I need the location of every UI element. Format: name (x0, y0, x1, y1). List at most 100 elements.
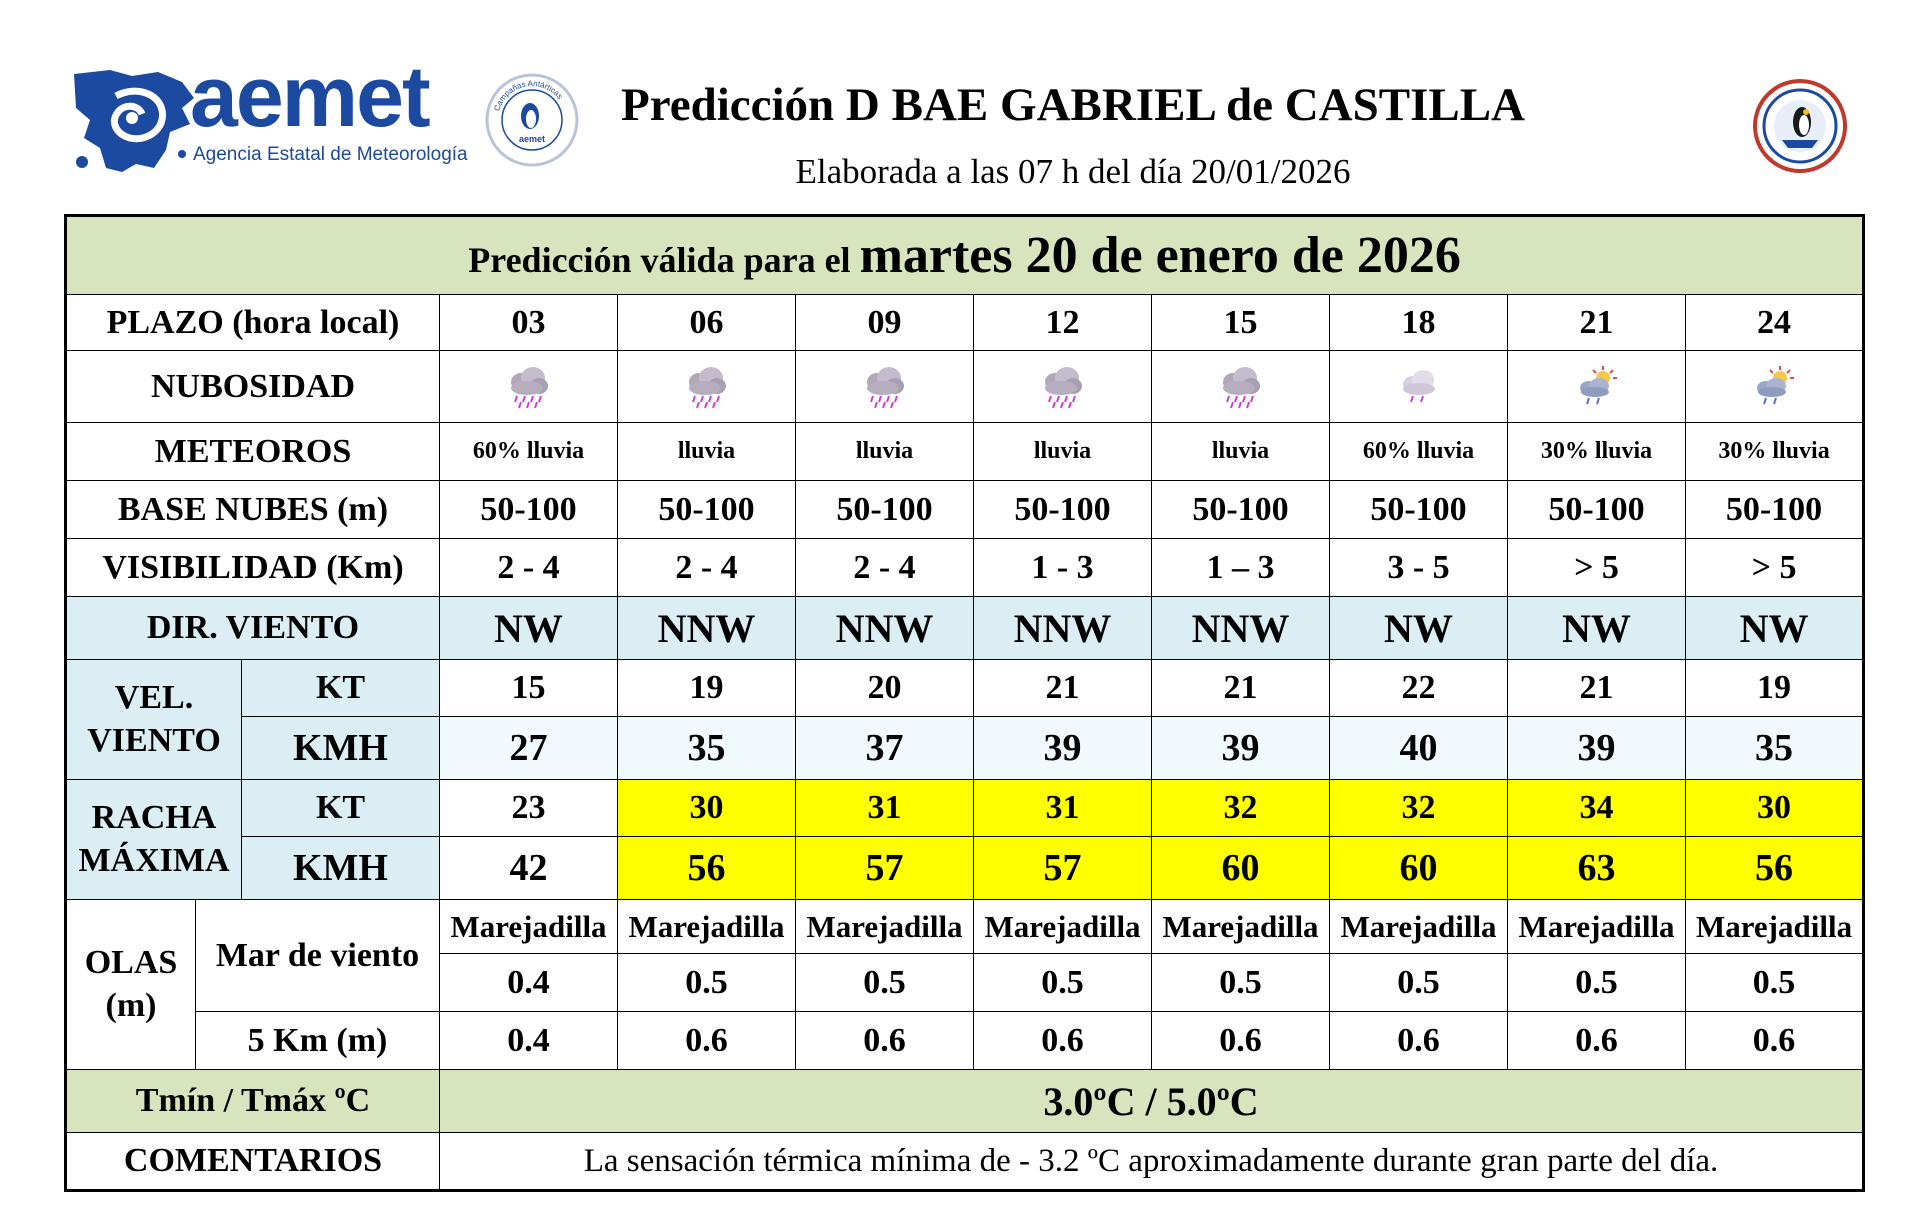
vel-kt-cell: 21 (1151, 659, 1330, 717)
vel-kmh-cell: 39 (1507, 716, 1686, 780)
hour-cell: 03 (439, 294, 618, 351)
dir-viento-cell: NNW (1151, 596, 1330, 660)
olas-tipo-cell: Marejadilla (1329, 899, 1508, 954)
racha-kt-cell: 34 (1507, 779, 1686, 837)
meteoros-label: METEOROS (65, 422, 440, 481)
visibilidad-cell: 2 - 4 (795, 538, 974, 597)
vel-viento-label-line1: VEL. (114, 679, 194, 716)
sun-cloud-rain-icon (1579, 365, 1617, 404)
vel-viento-label-line2: VIENTO (87, 721, 221, 759)
dir-viento-cell: NNW (795, 596, 974, 660)
olas-5km-cell: 0.6 (1151, 1011, 1330, 1070)
racha-label-line1: RACHA (91, 799, 217, 836)
dir-viento-row: DIR. VIENTO NW NNW NNW NNW NNW NW NW NW (65, 596, 1865, 660)
racha-kt-cell: 30 (1684, 779, 1865, 837)
meteoros-cell: lluvia (973, 422, 1152, 481)
olas-tipo-cell: Marejadilla (795, 899, 974, 954)
olas-tipo-cell: Marejadilla (973, 899, 1152, 954)
vel-kmh-cell: 35 (1684, 716, 1865, 780)
forecast-table: Predicción válida para el martes 20 de e… (64, 214, 1866, 1192)
rain-cloud-icon (866, 366, 904, 408)
olas-5km-cell: 0.6 (1684, 1011, 1865, 1070)
racha-kt-cell: 31 (795, 779, 974, 837)
olas-label: OLAS (m) (65, 899, 196, 1070)
olas-5km-cell: 0.6 (617, 1011, 796, 1070)
racha-kmh-cell: 60 (1151, 836, 1330, 900)
vel-kt-cell: 19 (1684, 659, 1865, 717)
racha-kt-cell: 23 (439, 779, 618, 837)
base-nubes-cell: 50-100 (1684, 480, 1865, 539)
temperatura-value: 3.0ºC / 5.0ºC (438, 1069, 1865, 1133)
vel-kt-cell: 21 (973, 659, 1152, 717)
hour-cell: 12 (973, 294, 1152, 351)
vel-kt-unit: KT (241, 659, 440, 717)
visibilidad-row: VISIBILIDAD (Km) 2 - 4 2 - 4 2 - 4 1 - 3… (65, 538, 1865, 597)
validity-date: martes 20 de enero de 2026 (859, 227, 1461, 284)
base-nubes-cell: 50-100 (973, 480, 1152, 539)
validity-prefix: Predicción válida para el (468, 240, 860, 280)
vel-kt-cell: 21 (1507, 659, 1686, 717)
visibilidad-cell: 2 - 4 (439, 538, 618, 597)
racha-kt-cell: 30 (617, 779, 796, 837)
olas-tipo-cell: Marejadilla (1507, 899, 1686, 954)
antarctic-campaign-badge-icon: aemet Campañas Antárticas (485, 73, 579, 167)
vel-kmh-row: KMH 27 35 37 39 39 40 39 35 (65, 716, 1865, 780)
racha-kt-unit: KT (241, 779, 440, 837)
sun-cloud-rain-icon (1757, 365, 1795, 404)
nubosidad-cell (973, 350, 1152, 423)
dir-viento-cell: NW (439, 596, 618, 660)
racha-kt-cell: 31 (973, 779, 1152, 837)
racha-kmh-cell: 56 (617, 836, 796, 900)
olas-mar-cell: 0.5 (973, 953, 1152, 1012)
racha-kt-row: RACHA MÁXIMA KT 23 30 31 31 32 32 34 30 (65, 779, 1865, 900)
olas-5km-cell: 0.6 (795, 1011, 974, 1070)
nubosidad-cell (1684, 350, 1865, 423)
rain-cloud-icon (510, 366, 548, 408)
olas-mar-cell: 0.5 (795, 953, 974, 1012)
nubosidad-cell (1329, 350, 1508, 423)
nubosidad-cell (617, 350, 796, 423)
hour-cell: 18 (1329, 294, 1508, 351)
visibilidad-cell: 1 - 3 (973, 538, 1152, 597)
nubosidad-cell (1507, 350, 1686, 423)
nubosidad-cell (1151, 350, 1330, 423)
vel-kmh-cell: 39 (1151, 716, 1330, 780)
aemet-logo-name: aemet (190, 49, 431, 145)
olas-mar-cell: 0.5 (1151, 953, 1330, 1012)
comentarios-text: La sensación térmica mínima de - 3.2 ºC … (438, 1132, 1865, 1191)
vel-kt-cell: 22 (1329, 659, 1508, 717)
temperatura-label: Tmín / Tmáx ºC (65, 1069, 440, 1133)
visibilidad-cell: 1 – 3 (1151, 538, 1330, 597)
rain-cloud-icon (688, 366, 726, 408)
olas-5km-cell: 0.6 (1329, 1011, 1508, 1070)
dir-viento-label: DIR. VIENTO (65, 596, 440, 660)
vel-viento-label: VEL. VIENTO (65, 659, 242, 780)
mar-viento-label: Mar de viento (195, 899, 440, 1012)
nubosidad-label: NUBOSIDAD (65, 350, 440, 423)
visibilidad-cell: > 5 (1684, 538, 1865, 597)
page-title: Predicción D BAE GABRIEL de CASTILLA (620, 79, 1525, 131)
olas-mar-cell: 0.5 (1684, 953, 1865, 1012)
racha-kmh-cell: 42 (439, 836, 618, 900)
plazo-label: PLAZO (hora local) (65, 294, 440, 351)
racha-kmh-cell: 63 (1507, 836, 1686, 900)
base-nubes-cell: 50-100 (617, 480, 796, 539)
visibilidad-label: VISIBILIDAD (Km) (65, 538, 440, 597)
validity-row: Predicción válida para el martes 20 de e… (64, 215, 1865, 295)
hour-cell: 06 (617, 294, 796, 351)
racha-kt-cell: 32 (1151, 779, 1330, 837)
racha-label-line2: MÁXIMA (78, 841, 230, 879)
base-nubes-cell: 50-100 (439, 480, 618, 539)
meteoros-row: METEOROS 60% lluvia lluvia lluvia lluvia… (65, 422, 1865, 481)
meteoros-cell: 30% lluvia (1507, 422, 1686, 481)
base-nubes-cell: 50-100 (795, 480, 974, 539)
issued-time: Elaborada a las 07 h del día 20/01/2026 (795, 152, 1351, 191)
nubosidad-cell (795, 350, 974, 423)
dir-viento-cell: NW (1329, 596, 1508, 660)
vel-kmh-cell: 40 (1329, 716, 1508, 780)
base-nubes-cell: 50-100 (1507, 480, 1686, 539)
olas-tipo-cell: Marejadilla (1151, 899, 1330, 954)
rain-cloud-icon (1222, 366, 1260, 408)
dir-viento-cell: NNW (973, 596, 1152, 660)
racha-maxima-label: RACHA MÁXIMA (65, 779, 242, 900)
